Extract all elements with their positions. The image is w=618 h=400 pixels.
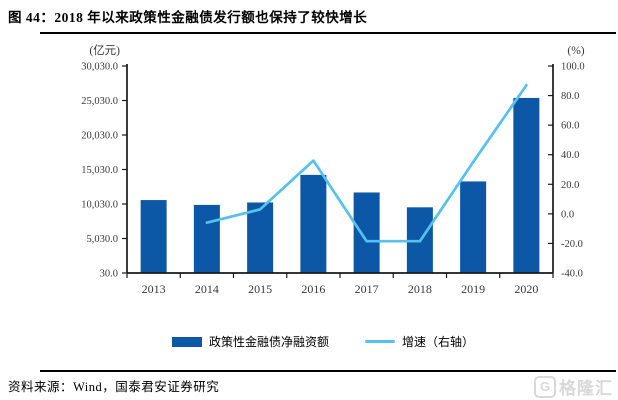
- legend-line-label: 增速（右轴）: [402, 335, 475, 349]
- x-axis-label: 2019: [461, 282, 485, 296]
- bar-2014: [193, 204, 220, 273]
- bar-2020: [513, 97, 540, 274]
- left-axis-tick-label: 15,030.0: [81, 165, 118, 176]
- gelonghui-g-icon: G: [534, 375, 556, 398]
- gelonghui-logo-text: 格隆汇: [559, 379, 613, 398]
- legend-item-net-financing: 政策性金融债净融资额: [171, 333, 329, 350]
- axes: 30,030.0 25,030.0 20,030.0 15,030.0 10,030.0…: [81, 62, 584, 297]
- chart-legend: 政策性金融债净融资额 增速（右轴）: [0, 333, 618, 350]
- right-axis-tick-label: 80.0: [561, 91, 579, 102]
- x-axis-label: 2013: [142, 282, 166, 296]
- right-axis-tick-label: 0.0: [561, 209, 574, 220]
- legend-bar-label: 政策性金融债净融资额: [208, 335, 329, 349]
- right-axis-tick-label: 40.0: [561, 150, 579, 161]
- gelonghui-logo: G 格隆汇: [534, 374, 613, 399]
- line-swatch-icon: [365, 340, 395, 343]
- footer-divider: [40, 370, 616, 372]
- right-axis-tick-label: 100.0: [561, 62, 585, 73]
- left-axis-tick-label: 5,030.0: [87, 234, 119, 245]
- growth-line: [205, 83, 528, 243]
- title-divider: [40, 32, 616, 34]
- bar-series: [140, 97, 540, 274]
- x-axis-label: 2015: [248, 282, 272, 296]
- legend-item-growth: 增速（右轴）: [365, 333, 474, 350]
- source-note: 资料来源：Wind，国泰君安证券研究: [8, 380, 220, 394]
- left-axis-tick-label: 30,030.0: [81, 62, 118, 73]
- left-axis-tick-label: 30.0: [100, 269, 118, 280]
- left-axis-tick-label: 25,030.0: [81, 96, 118, 107]
- bar-2016: [300, 174, 327, 273]
- bar-2017: [353, 192, 380, 273]
- x-axis-label: 2017: [355, 282, 379, 296]
- bar-2019: [460, 181, 487, 273]
- x-axis-label: 2016: [301, 282, 325, 296]
- x-axis-label: 2020: [514, 282, 538, 296]
- chart-title: 图 44：2018 年以来政策性金融债发行额也保持了较快增长: [8, 10, 368, 25]
- right-axis-unit: (%): [567, 45, 584, 57]
- right-axis-tick-label: -40.0: [561, 269, 583, 280]
- bar-2015: [247, 202, 274, 273]
- right-axis-tick-label: 60.0: [561, 121, 579, 132]
- left-axis-tick-label: 10,030.0: [81, 200, 118, 211]
- left-axis-unit: (亿元): [89, 44, 120, 57]
- bar-swatch-icon: [171, 336, 202, 347]
- right-axis-tick-label: 20.0: [561, 180, 579, 191]
- left-axis-tick-label: 20,030.0: [81, 131, 118, 142]
- x-axis-label: 2018: [408, 282, 432, 296]
- bar-2013: [140, 200, 167, 273]
- right-axis-tick-label: -20.0: [561, 239, 583, 250]
- x-axis-label: 2014: [195, 282, 219, 296]
